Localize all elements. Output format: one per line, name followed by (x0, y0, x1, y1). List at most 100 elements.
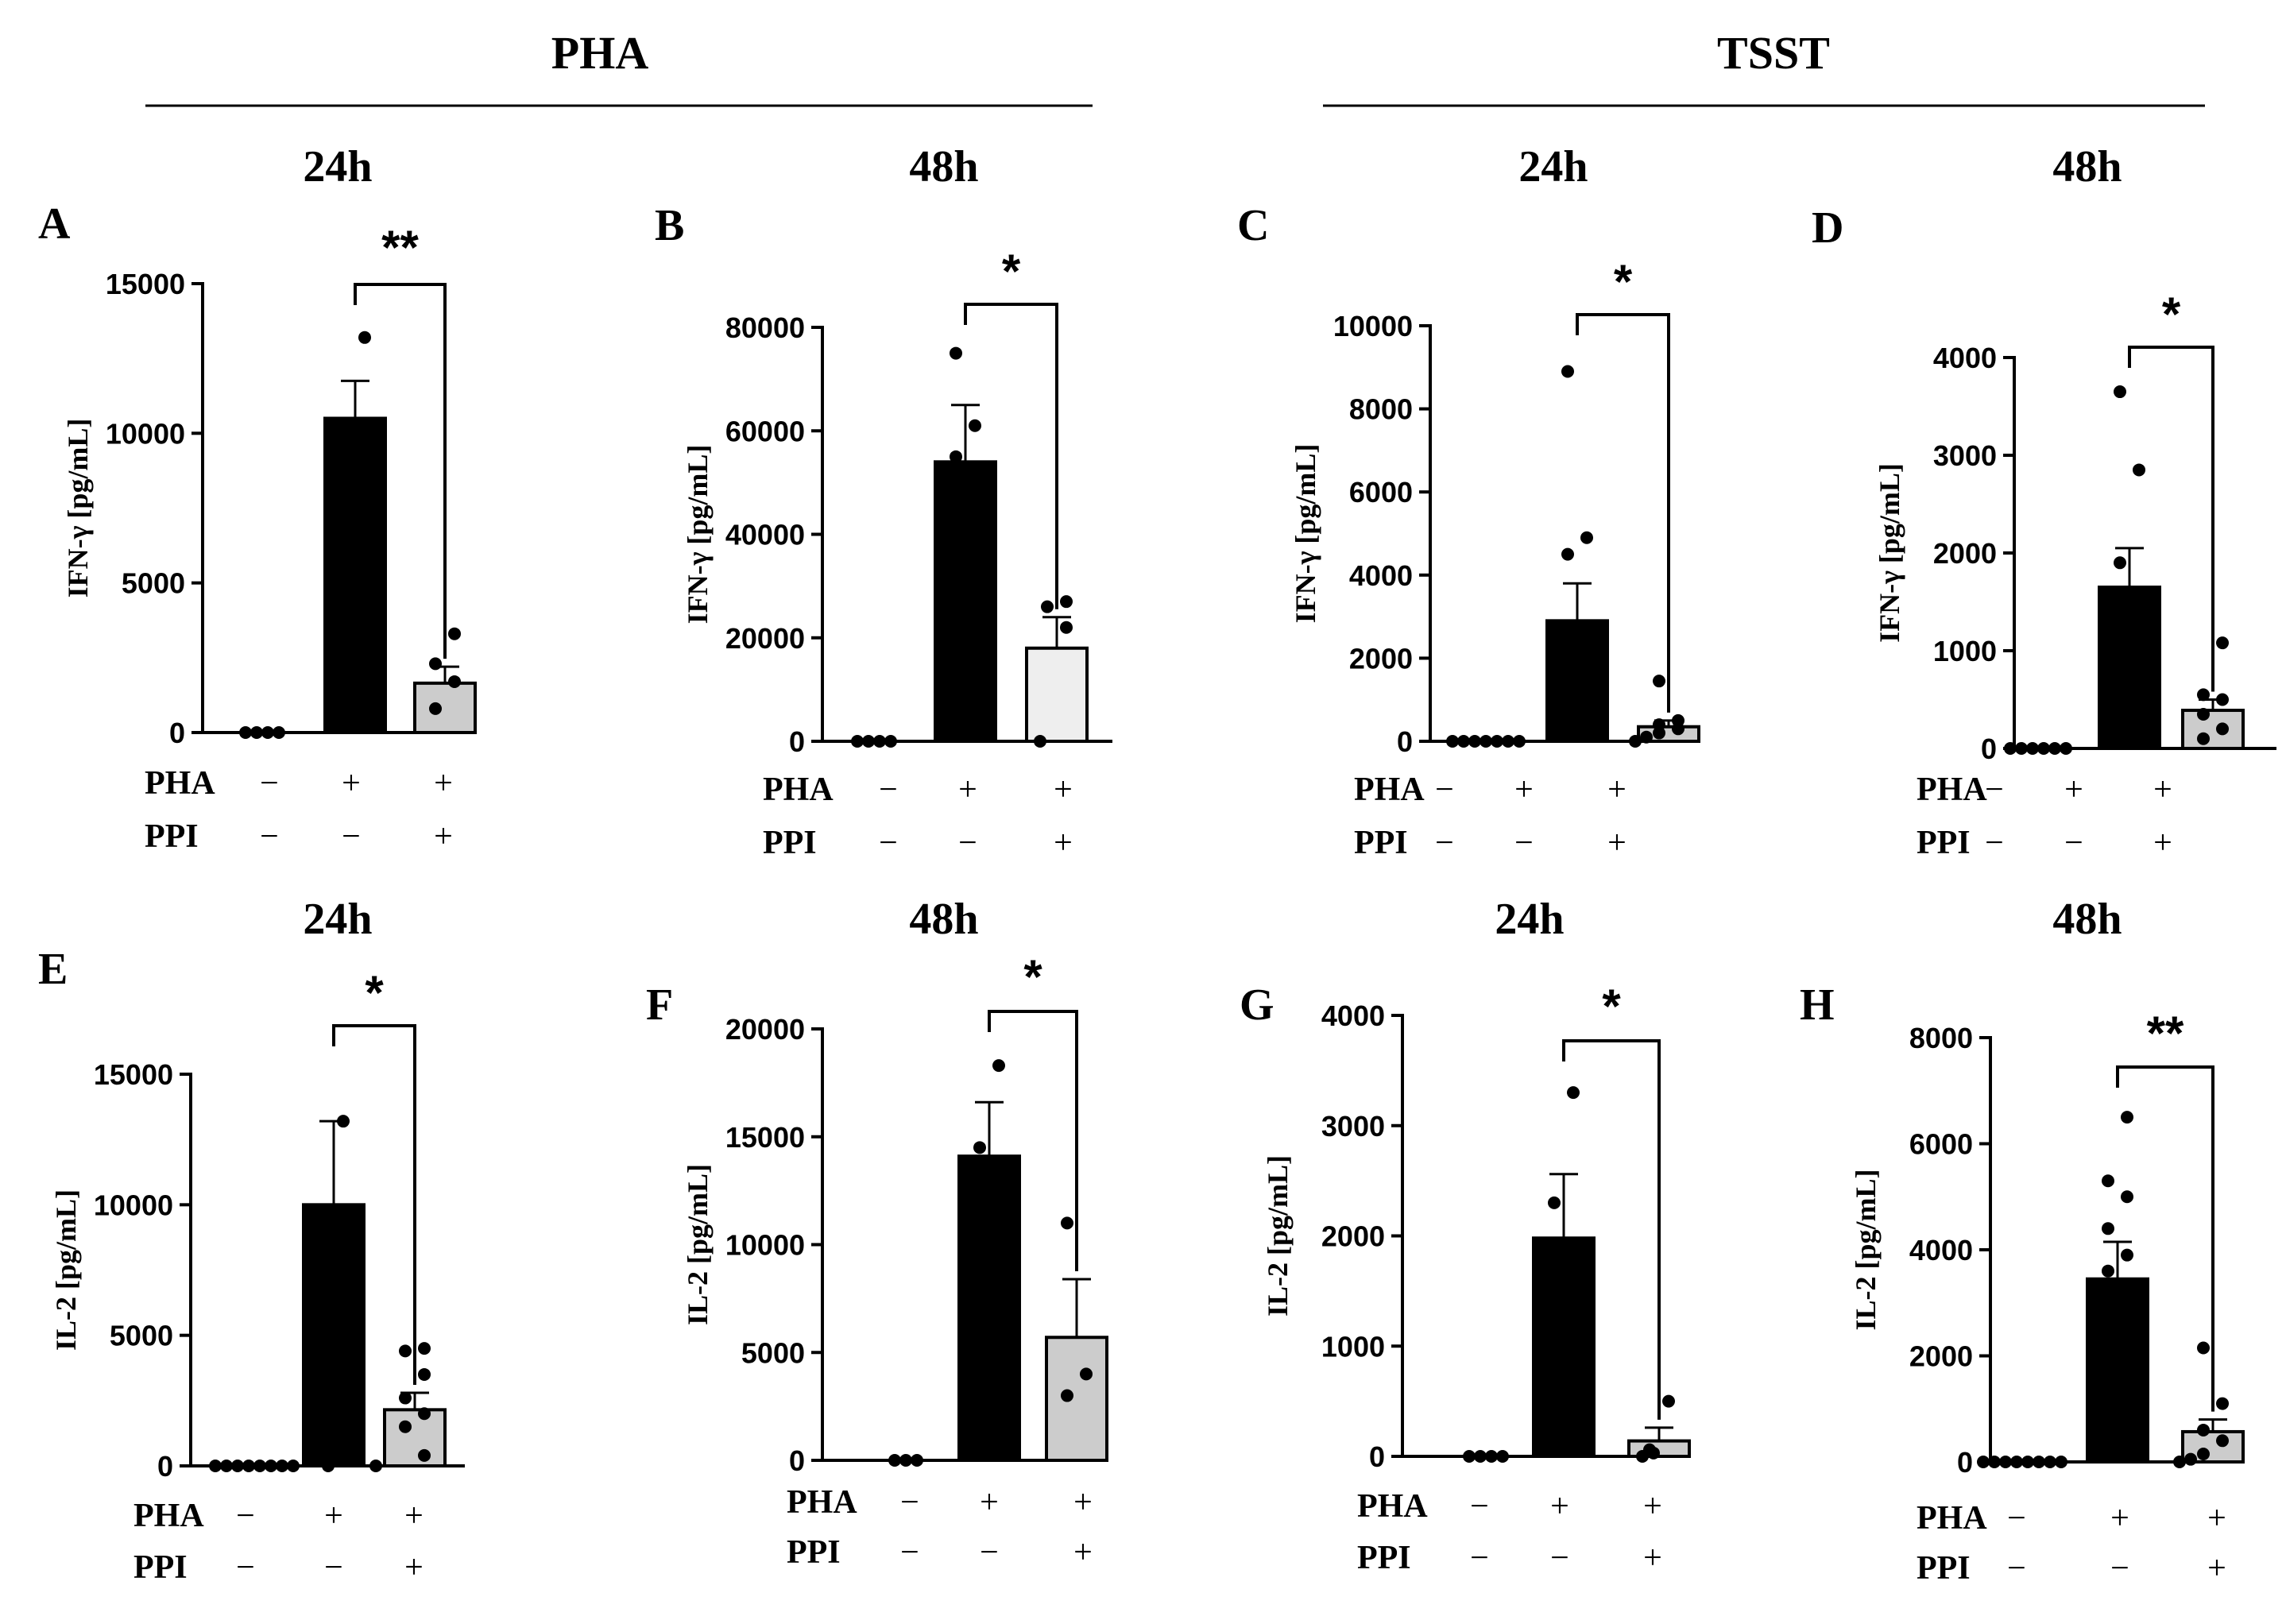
panel-letter: G (1240, 980, 1275, 1030)
data-point (851, 735, 864, 748)
data-point (1457, 735, 1470, 748)
data-point (1061, 1389, 1073, 1402)
y-axis-label: IL-2 [pg/mL] (50, 1189, 82, 1351)
data-point (369, 1460, 382, 1472)
treatment-row-label: PPI (1917, 1550, 1971, 1587)
bar (2086, 1277, 2149, 1464)
data-point (399, 1391, 412, 1405)
panel-g: G 24h IL-2 [pg/mL] 0 1000 2000 3000 4000 * PHA − + +… (1240, 895, 1691, 1576)
treatment-symbol: + (1054, 825, 1073, 861)
data-point (950, 346, 962, 360)
data-point (1977, 1456, 1990, 1468)
data-point (358, 331, 371, 344)
data-point (1491, 735, 1503, 748)
bar (413, 681, 477, 734)
y-tick-label: 0 (789, 725, 805, 758)
treatment-symbol: + (404, 1498, 424, 1534)
y-axis-label: IFN-γ [pg/mL] (1874, 463, 1905, 643)
data-point (2004, 742, 2017, 755)
data-point (1041, 600, 1054, 613)
treatment-symbol: − (2007, 1500, 2026, 1537)
panel-letter: C (1237, 201, 1269, 250)
significance-bracket (332, 1024, 416, 1385)
data-point (888, 1454, 901, 1467)
data-point (1034, 735, 1046, 748)
y-tick-label: 2000 (1909, 1340, 1973, 1373)
data-point (1446, 735, 1459, 748)
data-point (1480, 735, 1492, 748)
data-point (973, 1141, 986, 1154)
treatment-row-label: PPI (763, 825, 817, 861)
panel-title: 48h (909, 895, 978, 944)
data-point (448, 627, 461, 640)
data-point (2114, 385, 2126, 399)
treatment-row-label: PHA (1357, 1488, 1428, 1525)
y-tick-label: 5000 (122, 567, 185, 600)
treatment-symbol: − (260, 765, 279, 802)
treatment-symbol: + (958, 771, 977, 808)
data-point (399, 1420, 412, 1433)
data-point (399, 1344, 412, 1358)
data-point (265, 1460, 277, 1472)
panel-title: 24h (1495, 895, 1564, 944)
data-point (2102, 1264, 2114, 1278)
group-title-pha: PHA (551, 27, 649, 79)
significance-marker: * (1602, 980, 1621, 1033)
data-point (2021, 1456, 2034, 1468)
data-point (2197, 732, 2210, 745)
significance-bracket (1576, 313, 1670, 713)
treatment-symbol: − (1550, 1540, 1569, 1576)
treatment-symbol: − (2064, 825, 2083, 861)
treatment-row-label: PHA (1917, 1500, 1987, 1537)
y-tick-label: 1000 (1933, 635, 1997, 667)
data-point (1060, 595, 1073, 609)
treatment-symbol: + (404, 1549, 424, 1586)
panel-title: 24h (303, 142, 372, 191)
data-point (2133, 463, 2145, 477)
treatment-symbol: + (1607, 771, 1627, 808)
treatment-row-label: PHA (1917, 771, 1987, 808)
treatment-symbol: + (2064, 771, 2083, 808)
y-tick-label: 0 (789, 1444, 805, 1477)
y-tick-label: 0 (1957, 1446, 1973, 1479)
y-tick-label: 20000 (725, 622, 805, 655)
bar (957, 1154, 1021, 1463)
significance-marker: ** (381, 221, 419, 274)
treatment-symbol: − (2007, 1550, 2026, 1587)
treatment-symbol: − (980, 1534, 999, 1571)
treatment-row-label: PPI (1917, 825, 1971, 861)
y-tick-label: 10000 (106, 417, 185, 450)
data-point (1474, 1450, 1487, 1463)
treatment-symbol: − (958, 825, 977, 861)
y-axis-label: IFN-γ [pg/mL] (682, 445, 714, 624)
y-tick-label: 40000 (725, 519, 805, 551)
treatment-symbol: − (900, 1484, 919, 1521)
bar (383, 1408, 447, 1467)
data-point (1463, 1450, 1476, 1463)
data-point (2197, 1447, 2210, 1460)
y-tick-label: 0 (1397, 725, 1413, 758)
y-tick-label: 15000 (94, 1058, 173, 1091)
treatment-symbol: − (324, 1549, 343, 1586)
treatment-symbol: + (1643, 1488, 1662, 1525)
y-tick-label: 3000 (1933, 439, 1997, 472)
y-tick-label: 8000 (1349, 393, 1413, 426)
data-point (220, 1460, 233, 1472)
treatment-symbol: − (1470, 1488, 1489, 1525)
y-axis-label: IL-2 [pg/mL] (682, 1164, 714, 1325)
panel-a: A 24h IFN-γ [pg/mL] 0 5000 10000 15000 ** PHA − + +… (38, 142, 477, 855)
treatment-row-label: PPI (1354, 825, 1408, 861)
data-point (261, 726, 274, 739)
panel-c: C 24h IFN-γ [pg/mL] 0 2000 4000 6000 8000 10000 *… (1237, 142, 1700, 861)
data-point (2121, 1111, 2133, 1124)
data-point (2102, 1174, 2114, 1188)
treatment-symbol: + (434, 765, 453, 802)
data-point (273, 726, 285, 739)
data-point (339, 420, 352, 434)
y-tick-label: 3000 (1321, 1110, 1385, 1143)
treatment-symbol: − (879, 771, 898, 808)
treatment-symbol: + (1073, 1534, 1093, 1571)
